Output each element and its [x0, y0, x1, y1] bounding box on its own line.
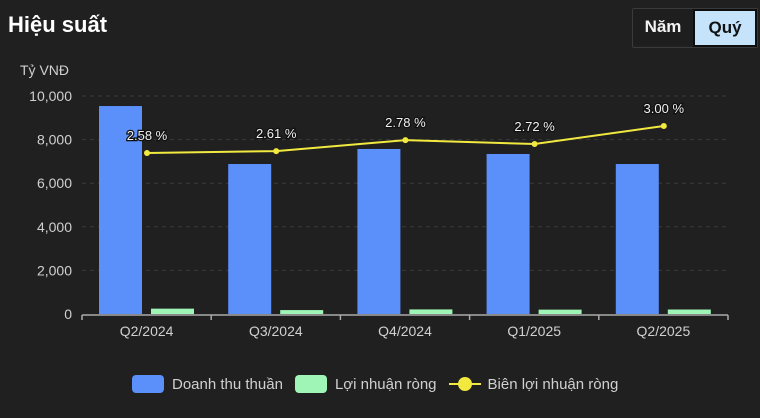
- margin-data-label: 2.61 %: [256, 126, 297, 141]
- margin-data-label: 2.78 %: [385, 115, 426, 130]
- x-tick-label: Q2/2024: [120, 323, 174, 339]
- legend-label-margin: Biên lợi nhuận ròng: [487, 375, 619, 393]
- toggle-year-button[interactable]: Năm: [633, 9, 693, 45]
- y-tick-label: 0: [64, 306, 72, 322]
- line-marker-icon: [448, 375, 481, 393]
- x-tick-label: Q4/2024: [378, 323, 432, 339]
- margin-point[interactable]: [144, 150, 150, 156]
- margin-point[interactable]: [531, 141, 538, 147]
- revenue-bar[interactable]: [486, 153, 530, 314]
- revenue-swatch-icon: [132, 375, 164, 393]
- x-tick-label: Q2/2025: [637, 323, 691, 339]
- revenue-bar[interactable]: [228, 164, 272, 314]
- profit-bar[interactable]: [280, 310, 324, 314]
- profit-bar[interactable]: [409, 309, 453, 314]
- chart-legend: Doanh thu thuần Lợi nhuận ròng Biên lợi …: [132, 375, 630, 393]
- legend-item-revenue[interactable]: Doanh thu thuần: [132, 375, 283, 393]
- y-axis-unit-label: Tỷ VNĐ: [20, 62, 69, 78]
- period-toggle: Năm Quý: [632, 8, 758, 48]
- profit-swatch-icon: [294, 375, 327, 393]
- y-tick-label: 2,000: [37, 262, 72, 278]
- profit-bar[interactable]: [667, 309, 711, 314]
- margin-point[interactable]: [402, 137, 409, 144]
- x-tick-label: Q3/2024: [249, 323, 303, 339]
- profit-bar[interactable]: [538, 309, 582, 314]
- y-tick-label: 6,000: [37, 175, 72, 191]
- revenue-bar[interactable]: [357, 148, 401, 314]
- page-title: Hiệu suất: [8, 12, 108, 37]
- performance-chart: Tỷ VNĐ 0 2,000 4,000 6,000 8,000 10,000 Q2/20…: [20, 62, 729, 339]
- x-axis: Q2/2024 Q3/2024 Q4/2024 Q1/2025 Q2/2025: [81, 314, 729, 339]
- margin-point[interactable]: [660, 123, 667, 129]
- y-tick-label: 10,000: [29, 88, 72, 104]
- y-axis-ticks: 0 2,000 4,000 6,000 8,000 10,000: [29, 88, 72, 322]
- margin-data-label: 2.72 %: [514, 119, 555, 134]
- legend-item-margin[interactable]: Biên lợi nhuận ròng: [448, 375, 619, 393]
- bar-series: [99, 106, 711, 314]
- margin-data-label: 3.00 %: [644, 101, 685, 116]
- revenue-bar[interactable]: [615, 164, 659, 314]
- toggle-quarter-button[interactable]: Quý: [693, 9, 757, 47]
- y-tick-label: 4,000: [37, 219, 72, 235]
- legend-label-profit: Lợi nhuận ròng: [334, 375, 437, 393]
- legend-item-profit[interactable]: Lợi nhuận ròng: [294, 375, 437, 393]
- margin-point[interactable]: [273, 148, 280, 155]
- profit-bar[interactable]: [151, 308, 194, 314]
- margin-data-label: 2.58 %: [127, 128, 168, 143]
- margin-line-series: 2.58 % 2.61 % 2.78 % 2.72 % 3.00 %: [126, 100, 686, 156]
- x-tick-label: Q1/2025: [507, 323, 561, 339]
- y-tick-label: 8,000: [37, 132, 72, 148]
- revenue-bar[interactable]: [99, 106, 142, 314]
- legend-label-revenue: Doanh thu thuần: [172, 375, 283, 393]
